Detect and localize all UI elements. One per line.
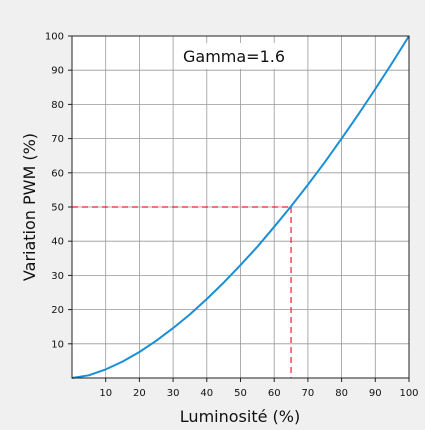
- series: [71, 35, 410, 379]
- x-axis-title: Luminosité (%): [180, 407, 300, 426]
- x-tick-label: 100: [399, 388, 418, 399]
- y-tick-label: 70: [51, 134, 64, 145]
- y-axis-title: Variation PWM (%): [20, 133, 39, 281]
- x-tick-label: 20: [133, 388, 146, 399]
- y-tick-label: 90: [51, 66, 64, 77]
- x-tick-label: 30: [167, 388, 180, 399]
- y-tick-label: 30: [51, 271, 64, 282]
- x-tick-label: 60: [268, 388, 281, 399]
- x-tick-label: 10: [99, 388, 112, 399]
- x-ticks: 10 20 30 40 50 60 70 80 90 100: [99, 378, 419, 399]
- y-tick-label: 40: [51, 237, 64, 248]
- y-tick-label: 10: [51, 339, 64, 350]
- x-tick-label: 80: [335, 388, 348, 399]
- y-tick-label: 50: [51, 203, 64, 214]
- annotation-background: [177, 43, 291, 69]
- x-tick-label: 40: [200, 388, 213, 399]
- y-tick-label: 80: [51, 100, 64, 111]
- reference-lines: [72, 206, 292, 378]
- x-tick-label: 50: [234, 388, 247, 399]
- y-ticks: 10 20 30 40 50 60 70 80 90 100: [45, 32, 72, 350]
- x-tick-label: 70: [302, 388, 315, 399]
- gamma-annotation: Gamma=1.6: [183, 47, 285, 66]
- y-tick-label: 20: [51, 305, 64, 316]
- x-tick-label: 90: [369, 388, 382, 399]
- y-tick-label: 100: [45, 32, 64, 43]
- y-tick-label: 60: [51, 168, 64, 179]
- grid: [72, 35, 410, 378]
- gamma-curve: [71, 35, 410, 379]
